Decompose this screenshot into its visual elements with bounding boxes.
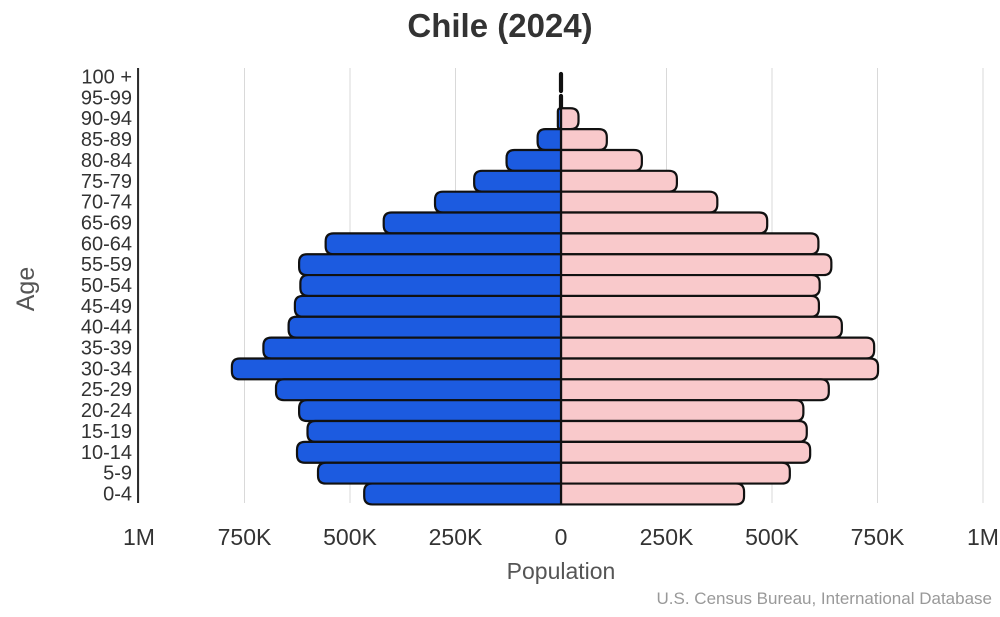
svg-text:1M: 1M	[967, 524, 999, 550]
svg-text:60-64: 60-64	[81, 233, 132, 255]
svg-text:Population: Population	[507, 558, 616, 584]
svg-text:0-4: 0-4	[103, 484, 132, 506]
svg-text:40-44: 40-44	[81, 317, 132, 339]
svg-text:U.S. Census Bureau, Internatio: U.S. Census Bureau, International Databa…	[657, 589, 992, 608]
svg-text:750K: 750K	[851, 524, 905, 550]
svg-text:90-94: 90-94	[81, 108, 132, 130]
svg-text:45-49: 45-49	[81, 296, 132, 318]
svg-text:Chile (2024): Chile (2024)	[407, 7, 592, 44]
svg-text:65-69: 65-69	[81, 213, 132, 235]
svg-text:35-39: 35-39	[81, 338, 132, 360]
svg-text:10-14: 10-14	[81, 442, 132, 464]
svg-text:750K: 750K	[218, 524, 272, 550]
svg-text:95-99: 95-99	[81, 87, 132, 109]
svg-text:85-89: 85-89	[81, 129, 132, 151]
svg-text:250K: 250K	[429, 524, 483, 550]
svg-text:25-29: 25-29	[81, 379, 132, 401]
svg-text:500K: 500K	[745, 524, 799, 550]
svg-text:1M: 1M	[123, 524, 155, 550]
svg-text:20-24: 20-24	[81, 400, 132, 422]
svg-text:70-74: 70-74	[81, 192, 132, 214]
svg-text:500K: 500K	[323, 524, 377, 550]
svg-text:100 +: 100 +	[81, 67, 132, 89]
svg-text:5-9: 5-9	[103, 463, 132, 485]
svg-text:80-84: 80-84	[81, 150, 132, 172]
svg-text:Age: Age	[12, 267, 40, 311]
svg-text:15-19: 15-19	[81, 421, 132, 443]
svg-text:75-79: 75-79	[81, 171, 132, 193]
svg-text:30-34: 30-34	[81, 358, 132, 380]
svg-text:250K: 250K	[640, 524, 694, 550]
svg-text:0: 0	[555, 524, 568, 550]
svg-text:50-54: 50-54	[81, 275, 132, 297]
svg-text:55-59: 55-59	[81, 254, 132, 276]
